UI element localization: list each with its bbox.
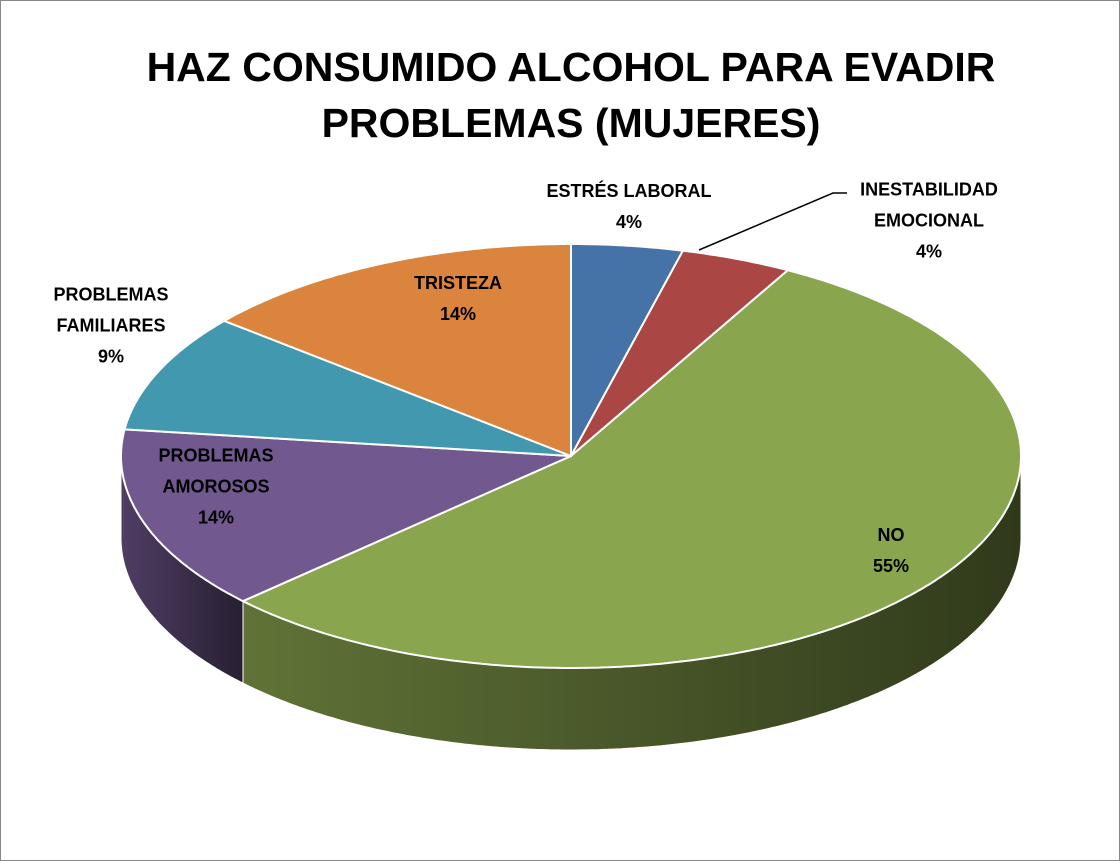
category-label: PROBLEMAS AMOROSOS (158, 445, 274, 497)
value-label: 14% (439, 304, 477, 324)
category-label: INESTABILIDAD EMOCIONAL (860, 179, 998, 231)
data-label: NO 55% (831, 520, 951, 582)
chart-title: HAZ CONSUMIDO ALCOHOL PARA EVADIR PROBLE… (146, 44, 996, 146)
category-label: TRISTEZA (414, 273, 502, 293)
data-label: PROBLEMAS AMOROSOS 14% (136, 441, 296, 534)
value-label: 55% (872, 556, 910, 576)
value-label: 4% (615, 212, 642, 232)
data-label: INESTABILIDAD EMOCIONAL 4% (844, 175, 1014, 268)
slice (120, 428, 572, 603)
slice (240, 269, 1022, 669)
value-label: 4% (915, 241, 942, 262)
category-label: ESTRÉS LABORAL (546, 181, 712, 201)
value-label: 9% (97, 346, 124, 367)
slice (123, 319, 572, 457)
value-label: 14% (197, 507, 235, 528)
category-label: PROBLEMAS FAMILIARES (53, 284, 169, 336)
data-label: ESTRÉS LABORAL 4% (519, 176, 739, 238)
slice (570, 249, 790, 457)
leader-line (698, 192, 847, 251)
data-label: TRISTEZA 14% (398, 268, 518, 330)
slice (222, 243, 572, 458)
category-label: NO (877, 525, 905, 545)
data-label: PROBLEMAS FAMILIARES 9% (26, 280, 196, 373)
